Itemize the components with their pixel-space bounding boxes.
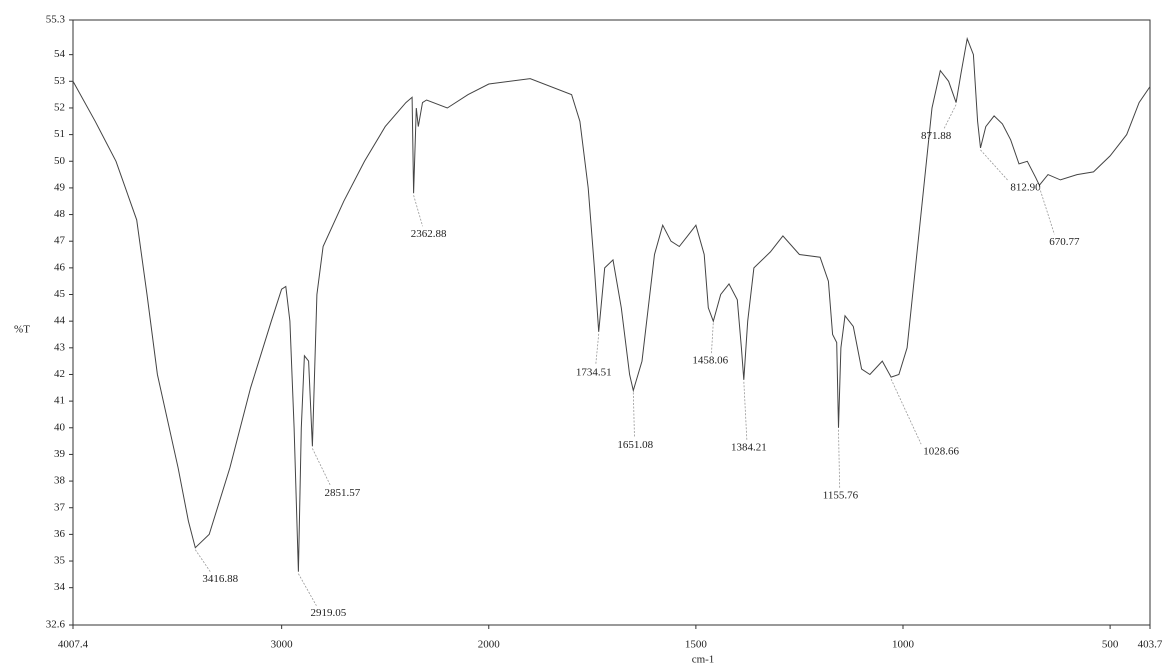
y-tick-label: 36 [54,528,66,540]
peak-label: 812.90 [1010,181,1041,193]
y-tick-label: 35 [54,555,66,567]
peak-leader [632,392,635,438]
peak-label: 871.88 [921,130,952,142]
peak-label: 2919.05 [311,607,347,619]
peak-leader [743,381,748,440]
peak-leader [312,448,331,486]
y-tick-label: 38 [54,475,66,487]
y-tick-label: 53 [54,75,66,87]
y-tick-label: 46 [54,261,66,273]
peak-leader [890,378,922,445]
y-tick-label: 39 [54,448,66,460]
y-tick-label: 43 [54,341,66,353]
peak-leader [838,429,841,488]
x-tick-label: 1000 [892,639,915,651]
x-tick-label: 4007.4 [58,639,89,651]
y-tick-label: 54 [54,48,66,60]
x-axis-label: cm-1 [692,654,715,666]
peak-label: 2851.57 [325,487,361,499]
y-tick-label: 42 [54,368,65,380]
y-tick-label: 52 [54,101,65,113]
peak-label: 1651.08 [617,439,653,451]
y-tick-label: 55.3 [46,14,66,26]
peak-leader [711,323,714,354]
y-tick-label: 51 [54,128,65,140]
y-tick-label: 47 [54,235,66,247]
peak-label: 1458.06 [692,355,728,367]
peak-leader [1038,187,1055,235]
spectrum-line [72,36,1151,572]
peak-label: 2362.88 [411,228,447,240]
y-tick-label: 34 [54,581,66,593]
y-tick-label: 37 [54,501,66,513]
peak-leader [980,149,1008,181]
x-tick-label: 1500 [685,639,708,651]
y-axis-label: %T [14,324,30,336]
x-tick-label: 403.7 [1138,639,1163,651]
y-tick-label: 45 [54,288,66,300]
x-tick-label: 500 [1102,639,1119,651]
plot-frame [72,19,1151,626]
peak-leader [298,573,317,606]
peak-label: 1028.66 [923,446,959,458]
x-tick-label: 3000 [271,639,294,651]
x-tick-label: 2000 [478,639,501,651]
peak-label: 1734.51 [576,366,612,378]
y-tick-label: 49 [54,181,66,193]
y-tick-label: 44 [54,315,66,327]
peak-label: 3416.88 [202,573,238,585]
peak-label: 670.77 [1049,236,1080,248]
peak-leader [595,333,600,365]
y-tick-label: 48 [54,208,66,220]
y-tick-label: 50 [54,155,66,167]
y-tick-label: 41 [54,395,65,407]
y-tick-label: 32.6 [46,619,66,631]
peak-leader [943,104,957,129]
y-tick-label: 40 [54,421,66,433]
peak-leader [194,549,211,572]
peak-label: 1155.76 [823,489,859,501]
peak-label: 1384.21 [731,441,767,453]
peak-leader [413,195,423,227]
